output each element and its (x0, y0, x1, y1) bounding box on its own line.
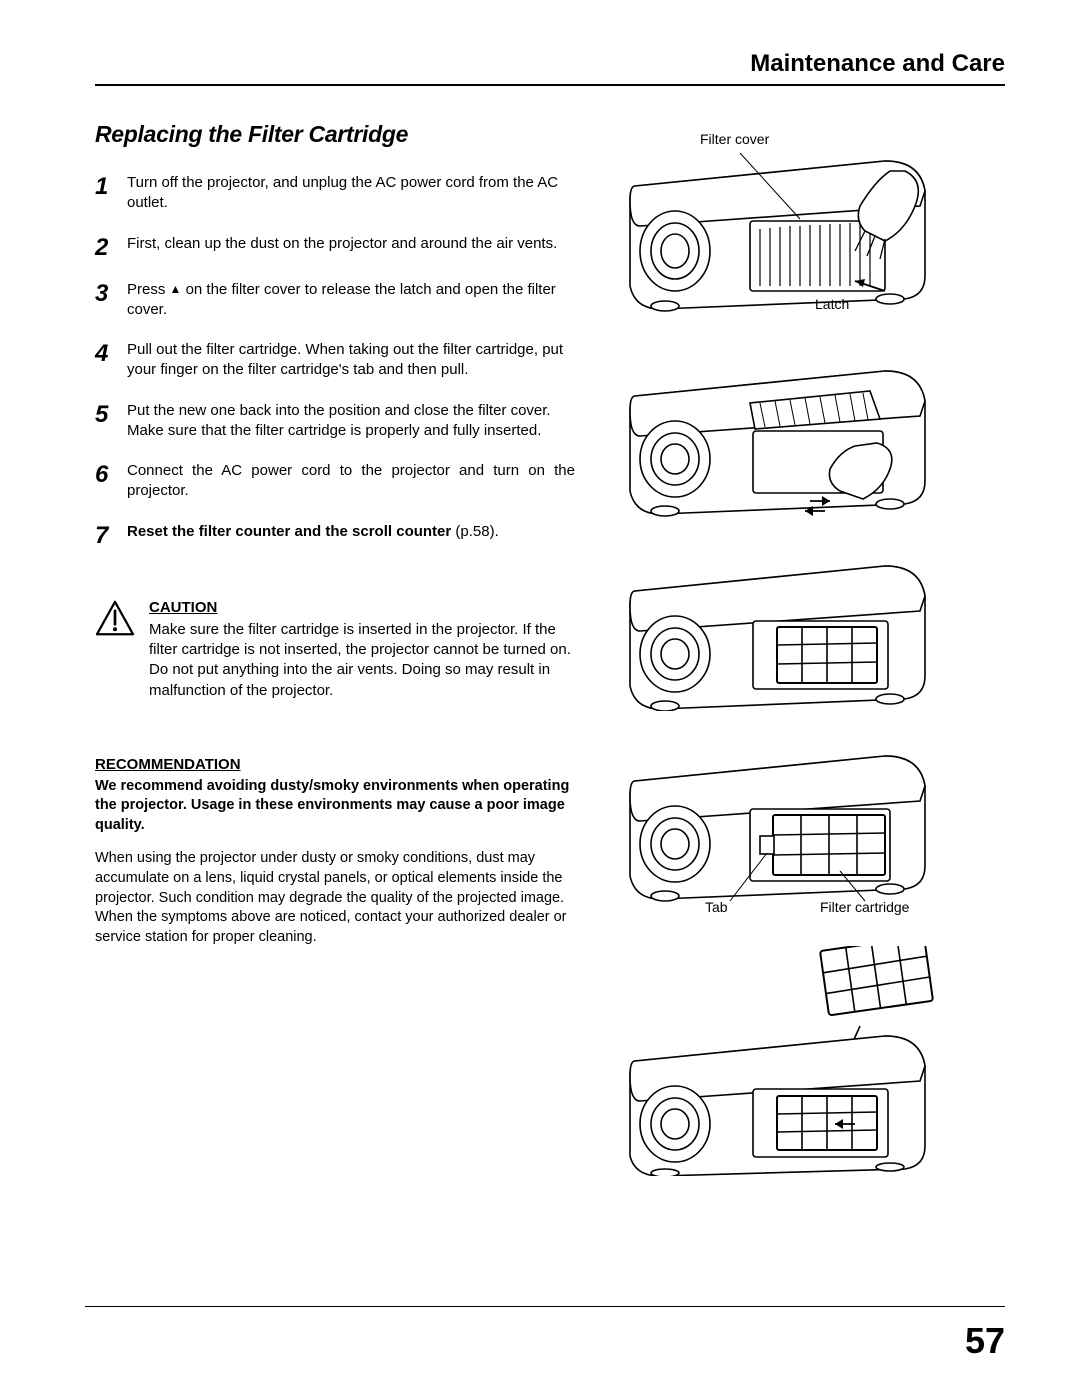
step-text: First, clean up the dust on the projecto… (127, 234, 575, 254)
caution-text-2: Do not put anything into the air vents. … (149, 660, 575, 701)
step-text: Connect the AC power cord to the project… (127, 461, 575, 502)
page-header: Maintenance and Care (95, 50, 1005, 78)
figure-tab-cartridge: Tab Filter cartridge (605, 741, 1005, 916)
step-number: 1 (95, 173, 113, 199)
header-rule (95, 84, 1005, 86)
label-tab: Tab (705, 899, 728, 915)
recommendation-block: RECOMMENDATION We recommend avoiding dus… (95, 756, 575, 948)
up-triangle-icon: ▲ (170, 282, 182, 296)
caution-heading: CAUTION (149, 598, 575, 618)
figure-filter-cover: Filter cover Latch (605, 131, 1005, 321)
step-number: 3 (95, 280, 113, 306)
footer-rule (85, 1306, 1005, 1307)
step-3: 3 Press ▲ on the filter cover to release… (95, 280, 575, 321)
step-2: 2 First, clean up the dust on the projec… (95, 234, 575, 260)
step-text: Put the new one back into the position a… (127, 401, 575, 442)
figure-cartridge-grid (605, 551, 1005, 711)
step-number: 5 (95, 401, 113, 427)
step-4: 4 Pull out the filter cartridge. When ta… (95, 340, 575, 381)
recommendation-text-1: When using the projector under dusty or … (95, 849, 575, 908)
step-5: 5 Put the new one back into the position… (95, 401, 575, 442)
step-text: Reset the filter counter and the scroll … (127, 522, 575, 542)
step-number: 2 (95, 234, 113, 260)
label-filter-cartridge: Filter cartridge (820, 899, 909, 915)
recommendation-text-2: When the symptoms above are noticed, con… (95, 908, 575, 947)
step-number: 6 (95, 461, 113, 487)
step-1: 1 Turn off the projector, and unplug the… (95, 173, 575, 214)
figure-insert-cartridge (605, 946, 1005, 1176)
label-filter-cover: Filter cover (700, 131, 769, 147)
step-number: 7 (95, 522, 113, 548)
recommendation-heading: RECOMMENDATION (95, 756, 575, 773)
step-text: Pull out the filter cartridge. When taki… (127, 340, 575, 381)
step-6: 6 Connect the AC power cord to the proje… (95, 461, 575, 502)
step-text: Press ▲ on the filter cover to release t… (127, 280, 575, 321)
step-number: 4 (95, 340, 113, 366)
step-7: 7 Reset the filter counter and the scrol… (95, 522, 575, 548)
step-text: Turn off the projector, and unplug the A… (127, 173, 575, 214)
section-title: Replacing the Filter Cartridge (95, 121, 575, 148)
figure-cover-open (605, 351, 1005, 521)
page-number: 57 (965, 1320, 1005, 1362)
label-latch: Latch (815, 296, 849, 312)
caution-text-1: Make sure the filter cartridge is insert… (149, 620, 575, 661)
caution-block: CAUTION Make sure the filter cartridge i… (95, 598, 575, 701)
warning-icon (95, 598, 135, 701)
recommendation-bold: We recommend avoiding dusty/smoky enviro… (95, 777, 575, 836)
